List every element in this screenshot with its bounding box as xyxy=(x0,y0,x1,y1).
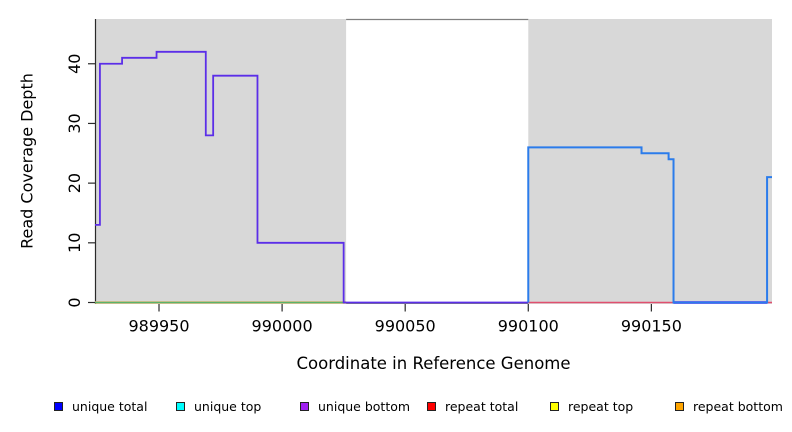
legend-label: repeat bottom xyxy=(693,398,783,414)
legend-item-repeat-total: repeat total xyxy=(427,398,519,414)
x-tick-label: 990150 xyxy=(621,317,682,336)
legend-swatch-repeat-total xyxy=(427,401,436,411)
y-tick-label: 40 xyxy=(65,54,84,74)
series-unique-coverage-left xyxy=(95,50,529,304)
legend-label: repeat total xyxy=(445,398,519,414)
series-unique-coverage-right xyxy=(527,146,772,304)
y-tick-label: 0 xyxy=(65,297,84,307)
y-tick-label: 30 xyxy=(65,113,84,133)
x-tick-label: 989950 xyxy=(128,317,189,336)
y-tick-label: 10 xyxy=(65,233,84,253)
y-tick-label: 20 xyxy=(65,173,84,193)
legend-label: unique top xyxy=(194,398,262,414)
legend-swatch-repeat-top xyxy=(550,401,559,411)
legend-swatch-unique-top xyxy=(176,401,185,411)
plot-area: 0 10 20 30 40 989950 990000 990050 990100 990150 xyxy=(65,18,772,336)
legend-swatch-repeat-bottom xyxy=(675,401,684,411)
legend-swatch-unique-total xyxy=(54,401,63,411)
y-axis-title: Read Coverage Depth xyxy=(17,73,37,249)
legend-item-unique-bottom: unique bottom xyxy=(300,398,411,414)
legend-item-repeat-top: repeat top xyxy=(550,398,634,414)
legend-item-unique-top: unique top xyxy=(176,398,262,414)
legend-label: repeat top xyxy=(568,398,634,414)
legend-item-unique-total: unique total xyxy=(54,398,148,414)
legend: unique total unique top unique bottom repea… xyxy=(0,396,792,420)
legend-item-repeat-bottom: repeat bottom xyxy=(675,398,783,414)
x-tick-label: 990050 xyxy=(375,317,436,336)
legend-swatch-unique-bottom xyxy=(300,401,309,411)
x-tick-label: 990100 xyxy=(498,317,559,336)
repeat-region-right xyxy=(528,19,772,304)
x-tick-label: 990000 xyxy=(252,317,313,336)
repeat-region-left xyxy=(95,19,347,304)
legend-label: unique bottom xyxy=(318,398,411,414)
legend-label: unique total xyxy=(72,398,148,414)
x-axis-title: Coordinate in Reference Genome xyxy=(296,354,571,373)
